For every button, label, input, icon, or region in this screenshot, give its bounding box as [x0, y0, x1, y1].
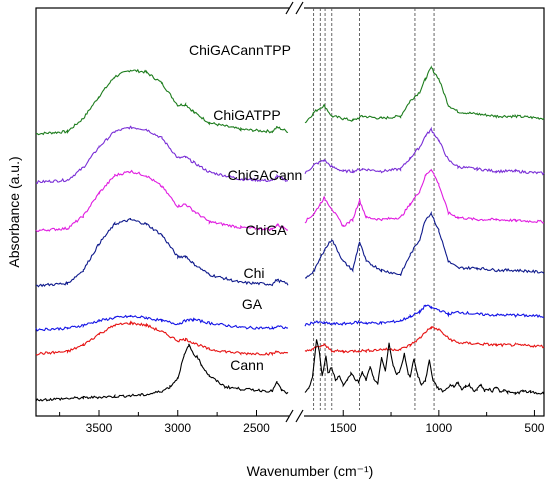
series-line-ga-left	[35, 320, 289, 357]
x-tick-label: 1000	[425, 421, 452, 435]
series-lines	[35, 65, 545, 402]
series-line-chigacann-left	[35, 169, 288, 232]
break-slash-top	[285, 1, 294, 15]
series-line-chiga-right	[305, 210, 545, 279]
series-line-chigacann-right	[304, 168, 545, 228]
series-label-cann: Cann	[230, 357, 263, 373]
series-line-chigacanntpp-right	[304, 65, 545, 124]
x-axis-ticks: 3500 3000 2500 1500 1000 500	[59, 410, 545, 435]
series-line-chigacanntpp-left	[35, 68, 289, 136]
x-axis-title: Wavenumber (cm⁻¹)	[247, 463, 374, 479]
series-label-chigacanntpp: ChiGACannTPP	[189, 42, 291, 58]
series-label-chigatpp: ChiGATPP	[213, 107, 280, 123]
x-tick-label: 3500	[86, 421, 113, 435]
series-line-chi-right	[304, 304, 545, 327]
y-axis-title: Absorbance (a.u.)	[6, 156, 22, 267]
series-label-chigacann: ChiGACann	[228, 167, 303, 183]
series-label-chiga: ChiGA	[245, 222, 287, 238]
series-line-chigatpp-right	[304, 126, 545, 176]
series-line-ga-right	[304, 325, 545, 354]
axis-break	[285, 1, 304, 423]
x-tick-label: 1500	[330, 421, 357, 435]
series-line-chiga-left	[36, 217, 289, 288]
plot-frame	[35, 7, 545, 417]
x-tick-label: 3000	[164, 421, 191, 435]
break-gap-top	[289, 5, 304, 12]
break-gap-bottom	[289, 412, 304, 419]
reference-lines	[313, 8, 435, 410]
series-line-chi-left	[35, 314, 289, 332]
x-tick-label: 2500	[243, 421, 270, 435]
series-labels: ChiGACannTPPChiGATPPChiGACannChiGAChiGAC…	[189, 42, 302, 373]
break-slash-bottom	[285, 409, 294, 423]
x-tick-label: 500	[524, 421, 544, 435]
series-label-chi: Chi	[243, 265, 264, 281]
break-slash-top	[295, 1, 304, 15]
series-line-chigatpp-left	[35, 125, 289, 185]
series-label-ga: GA	[242, 296, 263, 312]
series-line-cann-right	[304, 339, 545, 396]
series-line-cann-left	[35, 343, 289, 402]
break-slash-bottom	[295, 409, 304, 423]
